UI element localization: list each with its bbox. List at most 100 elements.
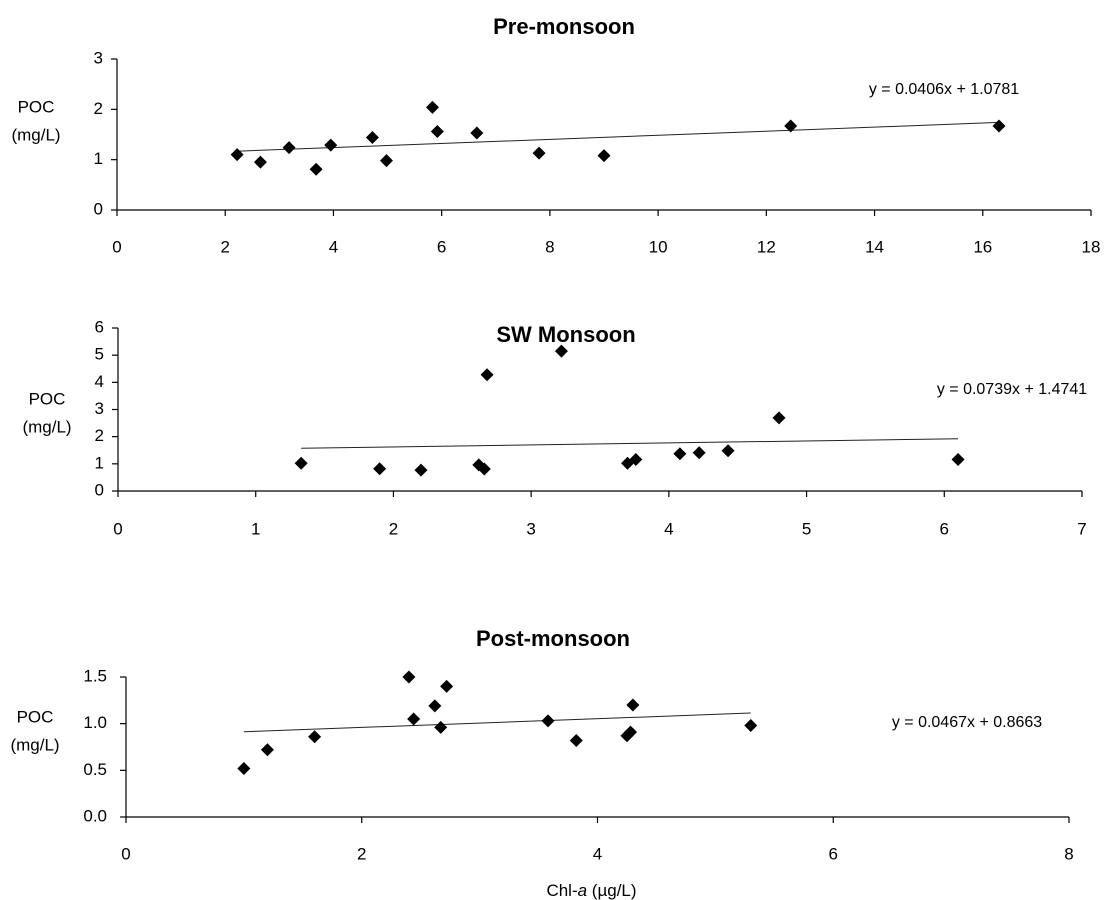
y-axis-label-line1: POC [29,389,66,408]
y-tick-label: 1.0 [83,713,107,732]
data-point [230,148,244,162]
trendline [237,121,1000,152]
x-tick-label: 10 [649,237,668,256]
y-tick-label: 3 [95,399,104,418]
trendline-equation: y = 0.0739x + 1.4741 [937,381,1087,398]
data-point [629,452,643,466]
x-tick-label: 8 [1064,844,1073,863]
y-tick-label: 0 [95,480,104,499]
data-point [532,146,546,160]
y-tick-label: 1 [95,453,104,472]
x-tick-label: 0 [121,844,130,863]
y-tick-label: 6 [95,317,104,336]
x-tick-label: 14 [865,237,884,256]
data-point [430,124,444,138]
y-tick-label: 3 [94,48,103,67]
data-point [951,452,965,466]
data-point [402,670,416,684]
data-point [294,456,308,470]
x-tick-label: 12 [757,237,776,256]
x-tick-label: 0 [112,237,121,256]
x-tick-label: 2 [389,519,398,538]
x-tick-label: 4 [664,519,673,538]
data-point [428,699,442,713]
x-tick-label: 0 [113,519,122,538]
y-tick-label: 0 [94,199,103,218]
x-tick-label: 8 [545,237,554,256]
trendline [301,438,959,449]
data-point [282,141,296,155]
y-axis-label-line1: POC [17,707,54,726]
y-axis-label-line2: (mg/L) [11,125,60,144]
y-tick-label: 1.5 [83,666,107,685]
data-point [237,761,251,775]
data-point [434,720,448,734]
data-point [324,138,338,152]
x-tick-label: 6 [829,844,838,863]
x-tick-label: 5 [802,519,811,538]
data-point [772,411,786,425]
y-tick-label: 0.5 [83,760,107,779]
trendline-equation: y = 0.0467x + 0.8663 [892,714,1042,731]
x-tick-label: 4 [329,237,338,256]
data-point [721,444,735,458]
x-tick-label: 3 [526,519,535,538]
x-tick-label: 2 [220,237,229,256]
data-point [626,698,640,712]
data-point [597,149,611,163]
data-point [309,162,323,176]
scatter-plot-3: Post-monsoon 0 2 4 6 8 0.0 0.5 1.0 1.5 POC (mg/L) y … [10,626,1073,900]
data-point [992,119,1006,133]
data-point [470,126,484,140]
x-tick-label: 7 [1077,519,1086,538]
y-tick-label: 2 [95,426,104,445]
data-point [407,712,421,726]
data-point [477,462,491,476]
data-point [440,679,454,693]
data-point [379,154,393,168]
x-tick-label: 2 [357,844,366,863]
data-point [554,344,568,358]
x-tick-label: 18 [1082,237,1101,256]
trendline-equation: y = 0.0406x + 1.0781 [869,81,1019,98]
y-tick-label: 5 [95,345,104,364]
data-point [673,447,687,461]
data-point [692,446,706,460]
x-axis-label-post: (µg/L) [587,881,636,900]
y-tick-label: 1 [94,149,103,168]
data-point [365,131,379,145]
data-point [260,743,274,757]
x-tick-label: 1 [251,519,260,538]
data-point [308,730,322,744]
chart-title: Pre-monsoon [493,14,635,39]
y-tick-label: 0.0 [83,806,107,825]
data-point [784,119,798,133]
y-axis-label-line2: (mg/L) [22,417,71,436]
data-point [373,462,387,476]
data-point [624,725,638,739]
scatter-plot-2: SW Monsoon 0 1 2 3 4 5 6 7 0 1 2 3 4 5 6 POC (mg/L) y = 0.… [22,317,1087,538]
x-tick-label: 6 [437,237,446,256]
data-point [414,463,428,477]
chart-title: SW Monsoon [496,322,635,347]
x-tick-label: 4 [593,844,602,863]
data-point [744,719,758,733]
x-axis-label-italic: a [578,881,587,900]
data-point [425,100,439,114]
trendline [243,712,751,733]
data-point [569,733,583,747]
chart-title: Post-monsoon [476,626,630,651]
y-tick-label: 2 [94,99,103,118]
data-point [253,155,267,169]
y-axis-label-line2: (mg/L) [10,735,59,754]
x-tick-label: 16 [973,237,992,256]
y-tick-label: 4 [95,372,104,391]
data-point [541,714,555,728]
x-axis-label-pre: Chl- [546,881,577,900]
y-axis-label-line1: POC [18,97,55,116]
data-point [480,368,494,382]
x-tick-label: 6 [940,519,949,538]
x-axis-label: Chl-a (µg/L) [546,881,636,900]
